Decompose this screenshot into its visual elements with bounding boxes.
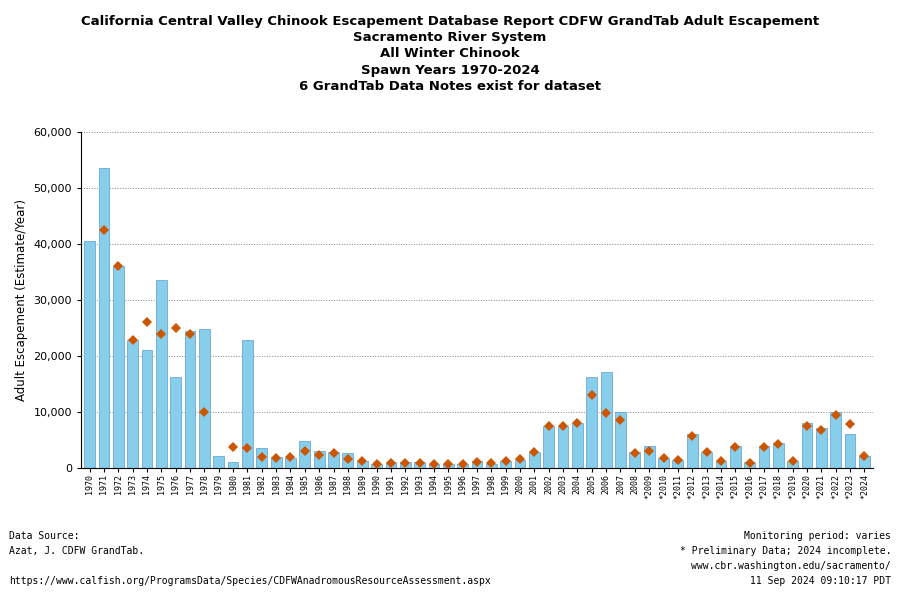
Text: Spawn Years 1970-2024: Spawn Years 1970-2024 (361, 64, 539, 77)
Text: 11 Sep 2024 09:10:17 PDT: 11 Sep 2024 09:10:17 PDT (750, 576, 891, 586)
Bar (615, 412, 626, 468)
Bar (343, 454, 353, 468)
Bar (170, 377, 181, 468)
Text: Monitoring period: varies: Monitoring period: varies (744, 531, 891, 541)
Bar (256, 448, 267, 468)
Bar (385, 463, 396, 468)
Bar (587, 377, 598, 468)
Bar (629, 452, 640, 468)
Y-axis label: Adult Escapement (Estimate/Year): Adult Escapement (Estimate/Year) (14, 199, 28, 401)
Bar (816, 428, 827, 468)
Bar (228, 463, 238, 468)
Bar (328, 452, 339, 468)
Bar (242, 340, 253, 468)
Text: Azat, J. CDFW GrandTab.: Azat, J. CDFW GrandTab. (9, 546, 144, 556)
Bar (112, 266, 123, 468)
Bar (716, 461, 726, 468)
Bar (788, 461, 798, 468)
Bar (773, 443, 784, 468)
Bar (199, 329, 210, 468)
Text: Data Source:: Data Source: (9, 531, 79, 541)
Bar (529, 452, 540, 468)
Bar (300, 441, 310, 468)
Text: www.cbr.washington.edu/sacramento/: www.cbr.washington.edu/sacramento/ (691, 561, 891, 571)
Text: All Winter Chinook: All Winter Chinook (380, 47, 520, 61)
Bar (515, 460, 526, 468)
Text: Sacramento River System: Sacramento River System (354, 31, 546, 44)
Bar (127, 340, 138, 468)
Bar (845, 434, 855, 468)
Bar (400, 463, 410, 468)
Bar (356, 461, 367, 468)
Bar (85, 241, 95, 468)
Text: California Central Valley Chinook Escapement Database Report CDFW GrandTab Adult: California Central Valley Chinook Escape… (81, 15, 819, 28)
Bar (271, 457, 282, 468)
Bar (486, 464, 497, 468)
Bar (99, 169, 109, 468)
Bar (544, 426, 554, 468)
Bar (184, 331, 195, 468)
Bar (572, 423, 583, 468)
Bar (759, 446, 769, 468)
Bar (500, 461, 511, 468)
Bar (644, 446, 654, 468)
Bar (601, 371, 611, 468)
Bar (428, 464, 439, 468)
Text: 6 GrandTab Data Notes exist for dataset: 6 GrandTab Data Notes exist for dataset (299, 80, 601, 93)
Bar (831, 412, 842, 468)
Bar (443, 464, 454, 468)
Bar (802, 423, 813, 468)
Bar (156, 280, 166, 468)
Bar (457, 464, 468, 468)
Bar (658, 458, 669, 468)
Text: * Preliminary Data; 2024 incomplete.: * Preliminary Data; 2024 incomplete. (680, 546, 891, 556)
Bar (744, 462, 755, 468)
Bar (687, 434, 698, 468)
Text: https://www.calfish.org/ProgramsData/Species/CDFWAnadromousResourceAssessment.as: https://www.calfish.org/ProgramsData/Spe… (9, 576, 490, 586)
Bar (730, 446, 741, 468)
Bar (213, 455, 224, 468)
Bar (371, 464, 382, 468)
Bar (141, 350, 152, 468)
Bar (701, 452, 712, 468)
Bar (414, 462, 425, 468)
Bar (859, 455, 869, 468)
Bar (472, 461, 482, 468)
Bar (558, 426, 569, 468)
Bar (314, 451, 325, 468)
Bar (672, 460, 683, 468)
Bar (285, 458, 296, 468)
